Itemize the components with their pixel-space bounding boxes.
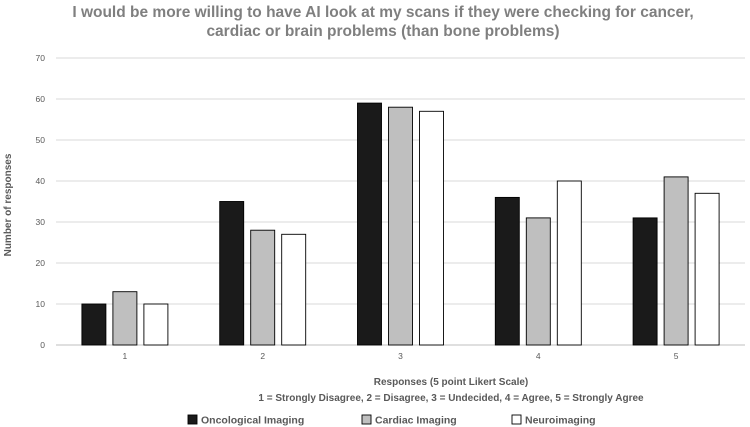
chart-title-line-2: cardiac or brain problems (than bone pro… <box>206 23 559 40</box>
legend-label: Cardiac Imaging <box>375 415 457 427</box>
y-tick-label: 30 <box>36 217 46 227</box>
bar-neuroimaging-3 <box>419 110 444 346</box>
y-tick-label: 70 <box>36 53 46 63</box>
y-tick-label: 40 <box>36 176 46 186</box>
bar-oncological-imaging-3 <box>357 102 382 346</box>
x-tick-label: 1 <box>123 351 128 361</box>
y-tick-label: 10 <box>36 299 46 309</box>
bar-cardiac-imaging-5 <box>663 176 689 346</box>
legend-label: Neuroimaging <box>525 415 596 427</box>
bars <box>81 102 720 346</box>
bar-neuroimaging-2 <box>281 233 307 346</box>
bar-cardiac-imaging-2 <box>250 229 276 346</box>
x-tick-label: 4 <box>536 351 541 361</box>
y-axis-title: Number of responses <box>3 153 14 256</box>
legend: Oncological Imaging Cardiac Imaging Neuroi… <box>187 414 596 427</box>
y-tick-label: 50 <box>36 135 46 145</box>
x-axis-title-line-1: Responses (5 point Likert Scale) <box>374 377 529 388</box>
bar-neuroimaging-4 <box>556 180 582 346</box>
legend-swatch <box>511 414 522 425</box>
legend-label: Oncological Imaging <box>201 415 304 427</box>
bar-cardiac-imaging-4 <box>525 217 551 346</box>
bar-oncological-imaging-5 <box>632 217 658 346</box>
bar-oncological-imaging-1 <box>81 303 107 346</box>
y-tick-label: 0 <box>40 340 45 350</box>
y-tick-label: 60 <box>36 94 46 104</box>
bar-oncological-imaging-4 <box>494 196 520 346</box>
y-tick-label: 20 <box>36 258 46 268</box>
legend-swatch <box>361 414 372 425</box>
x-tick-label: 5 <box>674 351 679 361</box>
x-tick-label: 2 <box>260 351 265 361</box>
x-axis-ticks: 1 2 3 4 5 <box>123 351 679 361</box>
x-axis-title-line-2: 1 = Strongly Disagree, 2 = Disagree, 3 =… <box>258 393 644 404</box>
bar-neuroimaging-5 <box>694 192 720 346</box>
y-axis-ticks: 0 10 20 30 40 50 60 70 <box>36 53 46 350</box>
bar-neuroimaging-1 <box>143 303 169 346</box>
bar-oncological-imaging-2 <box>219 201 245 346</box>
x-tick-label: 3 <box>398 351 403 361</box>
bar-cardiac-imaging-3 <box>388 106 413 346</box>
bar-cardiac-imaging-1 <box>112 291 138 346</box>
chart-title-line-1: I would be more willing to have AI look … <box>72 4 693 21</box>
legend-swatch <box>187 414 198 425</box>
